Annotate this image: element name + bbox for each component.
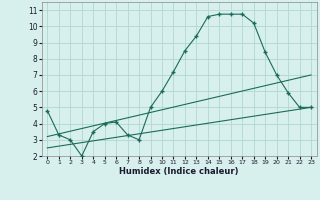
X-axis label: Humidex (Indice chaleur): Humidex (Indice chaleur) <box>119 167 239 176</box>
